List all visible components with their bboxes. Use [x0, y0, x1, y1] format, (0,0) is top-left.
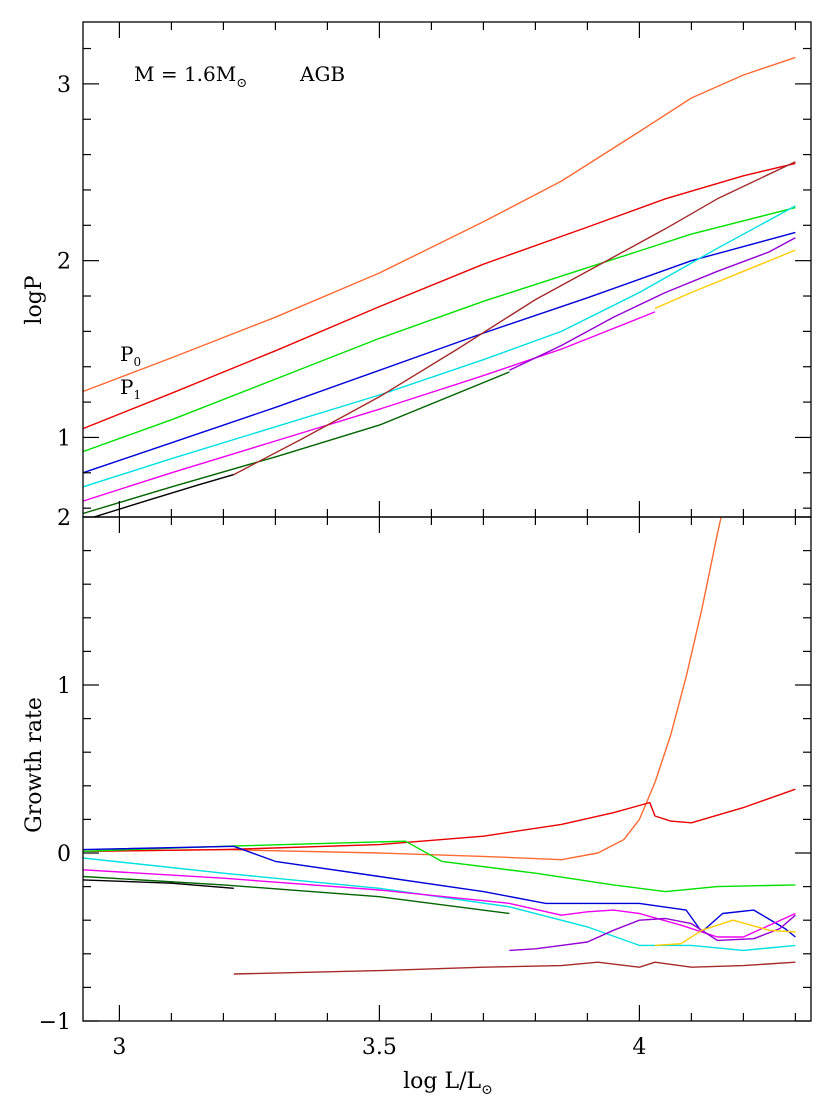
- series-line-4: [83, 845, 796, 938]
- panel-frame: [82, 516, 812, 1022]
- series-line-1: [83, 517, 722, 861]
- y-tick-label: −1: [39, 1010, 71, 1035]
- series-line-9: [233, 961, 796, 975]
- series-line-10: [509, 237, 796, 371]
- series-line-2: [83, 162, 796, 430]
- y-tick-label: 2: [57, 250, 71, 275]
- series-line-10: [509, 914, 796, 952]
- series-line-7: [83, 875, 510, 915]
- series-line-5: [83, 857, 796, 952]
- series-line-5: [83, 205, 796, 488]
- series-line-11: [654, 249, 796, 310]
- series-line-8: [91, 473, 234, 517]
- series-line-9: [233, 161, 796, 476]
- x-tick-label: 4: [632, 1035, 646, 1060]
- y-tick-label: 1: [57, 674, 71, 699]
- y-tick-label: 2: [57, 506, 71, 531]
- series-line-4: [83, 231, 796, 474]
- period-panel: 1 2 3: [57, 21, 812, 518]
- series-line-1: [83, 56, 796, 393]
- series-line-6: [83, 311, 656, 502]
- series-line-8: [83, 879, 234, 889]
- x-tick-label: 3.5: [362, 1035, 397, 1060]
- agb-annotation: AGB: [299, 62, 345, 86]
- panel-frame: [82, 21, 812, 518]
- series-line-7: [83, 371, 510, 515]
- series-line-3: [83, 840, 796, 893]
- p1-label: P1: [120, 375, 141, 402]
- p0-label: P0: [120, 342, 141, 369]
- bottom-y-axis-title: Growth rate: [22, 697, 47, 833]
- y-tick-label: 1: [57, 426, 71, 451]
- series-line-11: [654, 919, 796, 947]
- x-axis-title: log L/L⊙: [403, 1069, 493, 1098]
- y-tick-label: 0: [57, 842, 71, 867]
- series-line-3: [83, 206, 796, 453]
- y-tick-label: 3: [57, 73, 71, 98]
- mass-annotation: M = 1.6M⊙: [134, 62, 247, 91]
- growth-rate-panel: −1 0 1 2 3 3.5 4: [39, 506, 812, 1060]
- x-tick-label: 3: [112, 1035, 126, 1060]
- series-line-6: [83, 869, 796, 938]
- top-y-axis-title: logP: [22, 275, 47, 324]
- series-line-2: [83, 788, 796, 852]
